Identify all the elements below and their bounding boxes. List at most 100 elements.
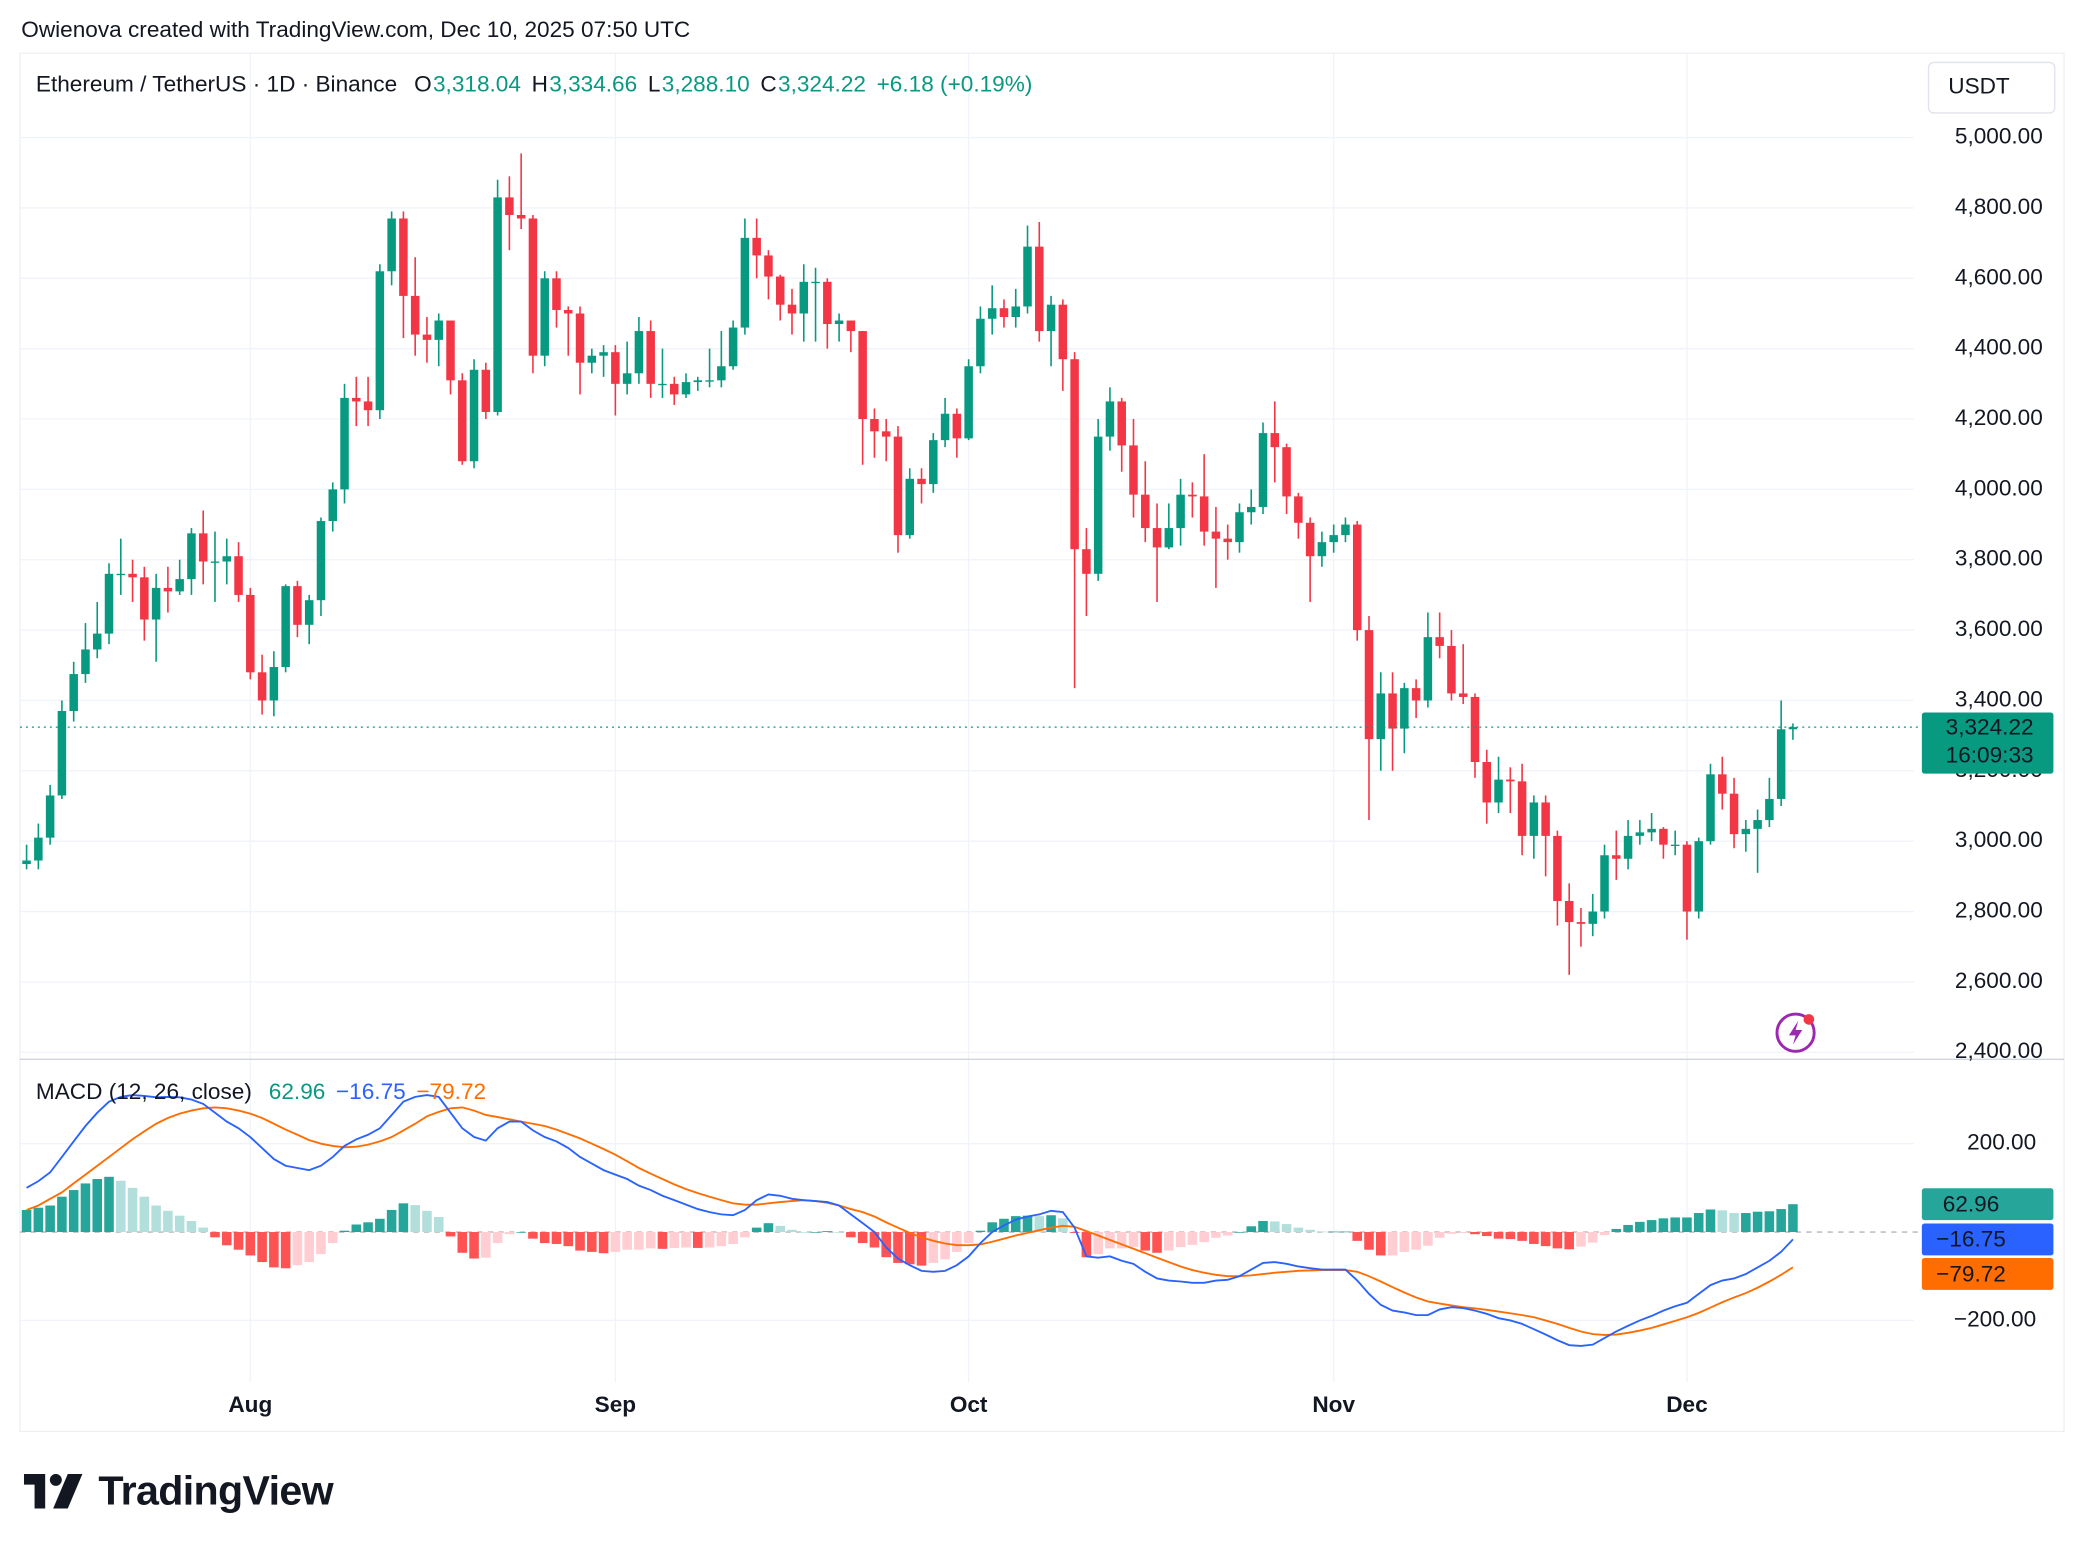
candle-body [717, 366, 726, 381]
histogram-bar [445, 1232, 456, 1237]
candle-body [340, 397, 349, 490]
candle-body [399, 218, 408, 296]
candle-body [1305, 522, 1315, 557]
histogram-bar [1128, 1232, 1139, 1248]
histogram-bar [916, 1232, 927, 1266]
y-tick-label: 4,600.00 [1955, 264, 2043, 289]
histogram-bar [57, 1196, 67, 1233]
histogram-bar [952, 1232, 962, 1252]
histogram-bar [186, 1220, 197, 1233]
candle-body [611, 352, 620, 384]
histogram-bar [233, 1232, 244, 1250]
histogram-bar [1587, 1232, 1598, 1243]
candle-body [870, 419, 879, 432]
histogram-bar [433, 1217, 444, 1233]
x-tick-label: Oct [950, 1392, 988, 1417]
candle-body [1588, 911, 1597, 924]
candle-body [1400, 688, 1409, 729]
histogram-value-box [1921, 1188, 2054, 1221]
candle-body [775, 276, 785, 305]
histogram-bar [798, 1232, 809, 1233]
histogram-bar [1199, 1232, 1209, 1243]
histogram-bar [1175, 1232, 1186, 1248]
last-price-label: 3,324.22 [1946, 714, 2034, 739]
candle-body [1729, 793, 1739, 835]
histogram-bar [1317, 1231, 1327, 1233]
candle-body [1023, 246, 1032, 307]
candle-body [69, 674, 78, 712]
histogram-bar [339, 1230, 350, 1233]
histogram-bar [410, 1205, 420, 1233]
y-tick-label: 3,600.00 [1955, 616, 2043, 641]
candle-body [163, 587, 173, 592]
candle-body [1435, 637, 1444, 646]
candle-body [1553, 835, 1562, 901]
histogram-bar [1705, 1209, 1716, 1233]
candle-body [210, 561, 220, 563]
histogram-bar [1788, 1204, 1798, 1233]
candle-body [1694, 841, 1703, 912]
candle-body [458, 380, 467, 462]
histogram-bar [33, 1207, 44, 1233]
histogram-bar [1399, 1232, 1410, 1252]
candle-body [116, 573, 126, 576]
histogram-bar [316, 1232, 326, 1255]
histogram-bar [1364, 1232, 1374, 1250]
histogram-bar [127, 1187, 138, 1233]
histogram-bar [1152, 1232, 1162, 1253]
candle-body [293, 586, 302, 625]
candle-body [540, 278, 549, 356]
candle-body [999, 308, 1009, 318]
last-price-box [1921, 712, 2054, 774]
legend-key: L [647, 71, 661, 98]
histogram-bar [1234, 1232, 1245, 1233]
candle-body [705, 380, 714, 382]
histogram-bar [751, 1227, 762, 1233]
candle-body [422, 334, 432, 340]
candle-body [1093, 436, 1103, 574]
candle-body [140, 577, 149, 620]
candle-body [1670, 844, 1680, 847]
candle-body [187, 533, 196, 580]
candle-body [1494, 779, 1503, 803]
histogram-bar [280, 1232, 291, 1269]
histogram-bar [669, 1232, 680, 1248]
histogram-bar [1246, 1226, 1257, 1233]
histogram-bar [1729, 1213, 1739, 1233]
candle-body [1105, 401, 1115, 437]
histogram-bar [375, 1218, 385, 1233]
histogram-bar [1340, 1231, 1351, 1233]
histogram-bar [657, 1232, 668, 1249]
candle-body [1046, 304, 1056, 332]
y-tick-label: 4,400.00 [1955, 335, 2043, 360]
histogram-bar [1046, 1215, 1056, 1233]
candle-body [893, 436, 903, 536]
candle-body [45, 795, 55, 838]
countdown-label: 16:09:33 [1946, 742, 2034, 767]
histogram-bar [1752, 1211, 1763, 1233]
histogram-value-label: 62.96 [1943, 1192, 2000, 1217]
candle-body [505, 197, 514, 215]
histogram-bar [174, 1215, 185, 1233]
candle-body [1623, 835, 1633, 859]
candle-body [917, 478, 926, 485]
histogram-bar [787, 1229, 797, 1233]
candle-body [799, 281, 809, 314]
histogram-bar [457, 1232, 468, 1253]
candle-body [740, 237, 750, 328]
histogram-bar [846, 1232, 856, 1238]
histogram-bar [975, 1230, 986, 1233]
histogram-bar [1069, 1232, 1080, 1233]
candle-body [787, 304, 797, 314]
candle-body [316, 521, 326, 601]
histogram-bar [80, 1183, 91, 1233]
candle-body [434, 320, 443, 340]
candle-body [1517, 781, 1527, 836]
histogram-bar [363, 1222, 373, 1233]
candle-body [858, 331, 867, 420]
candle-body [175, 579, 184, 592]
currency-button[interactable] [1927, 61, 2056, 114]
labels: 2,400.002,600.002,800.003,000.003,200.00… [228, 124, 2054, 1417]
